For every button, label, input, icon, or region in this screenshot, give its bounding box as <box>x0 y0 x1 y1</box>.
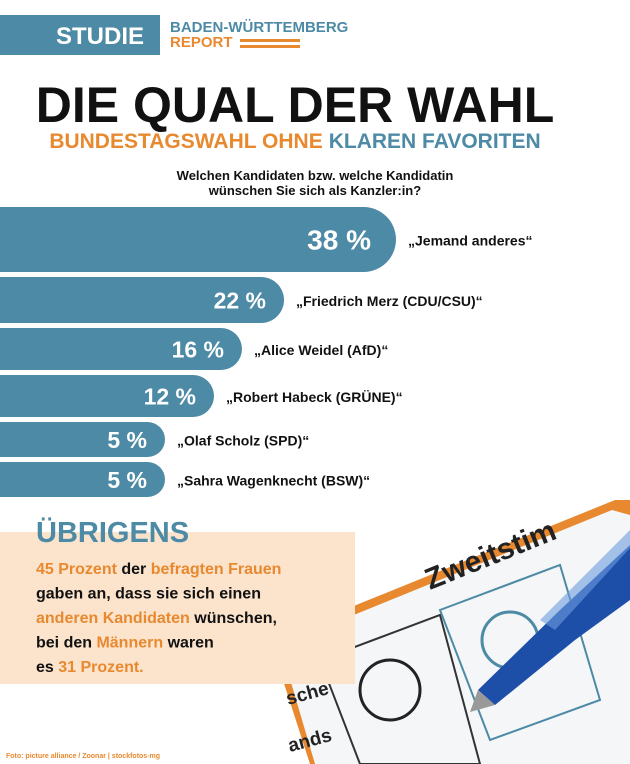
category-label: „Jemand anderes“ <box>408 233 533 249</box>
bar <box>0 422 165 457</box>
note-line: anderen Kandidaten wünschen, <box>36 610 277 627</box>
bar <box>0 328 242 370</box>
value-label: 22 % <box>214 287 266 313</box>
brand-rule <box>240 45 300 48</box>
pen-tip <box>470 690 495 712</box>
note-word: bei den <box>36 635 96 652</box>
value-label: 5 % <box>107 427 147 453</box>
question: wünschen Sie sich als Kanzler:in? <box>208 183 421 198</box>
question: Welchen Kandidaten bzw. welche Kandidati… <box>177 168 454 183</box>
note-word: wünschen, <box>190 610 277 627</box>
note-word: es <box>36 659 58 676</box>
ballot-cell <box>318 613 482 764</box>
ballot-cell <box>438 563 602 742</box>
note-bg <box>0 532 355 684</box>
bar-chart: 38 % „Jemand anderes“ 22 % „Friedrich Merz … <box>0 207 533 497</box>
note-line: gaben an, dass sie sich einen <box>36 586 261 603</box>
bar <box>0 462 165 497</box>
note-line: 45 Prozent der befragten Frauen <box>36 561 281 578</box>
category-label: „Alice Weidel (AfD)“ <box>254 342 388 358</box>
value-label: 5 % <box>107 467 147 493</box>
bar <box>0 207 396 272</box>
category-label: „Robert Habeck (GRÜNE)“ <box>226 389 403 405</box>
category-label: „Friedrich Merz (CDU/CSU)“ <box>296 293 483 309</box>
note-word: waren <box>163 635 214 652</box>
note-line: es 31 Prozent. <box>36 659 144 676</box>
value-label: 16 % <box>172 336 224 362</box>
note-highlight: Männern <box>96 635 163 652</box>
note-word: gaben an, dass sie sich einen <box>36 586 261 603</box>
credit: Foto: picture alliance / Zoonar | stockf… <box>6 753 160 760</box>
badge-bg <box>0 15 160 55</box>
brand: BADEN-WÜRTTEMBERG <box>170 19 348 36</box>
badge: STUDIE <box>56 23 144 50</box>
note-text: 45 Prozent der befragten Frauen gaben an,… <box>36 561 281 676</box>
brand-rule <box>240 39 300 42</box>
title: DIE QUAL DER WAHL <box>36 77 555 133</box>
ballot <box>280 510 630 764</box>
category-label: „Sahra Wagenknecht (BSW)“ <box>177 473 370 489</box>
note-line: bei den Männern waren <box>36 635 214 652</box>
subtitle-part: KLAREN FAVORITEN <box>329 130 541 153</box>
note-highlight: 31 Prozent. <box>58 659 143 676</box>
note-highlight: anderen Kandidaten <box>36 610 190 627</box>
note-title: ÜBRIGENS <box>36 516 189 549</box>
brand: REPORT <box>170 34 233 51</box>
pen-highlight <box>540 530 630 630</box>
value-label: 38 % <box>307 225 371 256</box>
note-highlight: 45 Prozent <box>36 561 118 578</box>
bar <box>0 375 214 417</box>
bar <box>0 277 284 323</box>
subtitle: BUNDESTAGSWAHL OHNE KLAREN FAVORITEN <box>49 130 540 153</box>
category-label: „Olaf Scholz (SPD)“ <box>177 433 309 449</box>
note-word: der <box>117 561 151 578</box>
value-label: 12 % <box>144 383 196 409</box>
note-highlight: befragten Frauen <box>151 561 282 578</box>
subtitle-part: BUNDESTAGSWAHL OHNE <box>49 130 322 153</box>
ballot-circle <box>358 658 422 722</box>
